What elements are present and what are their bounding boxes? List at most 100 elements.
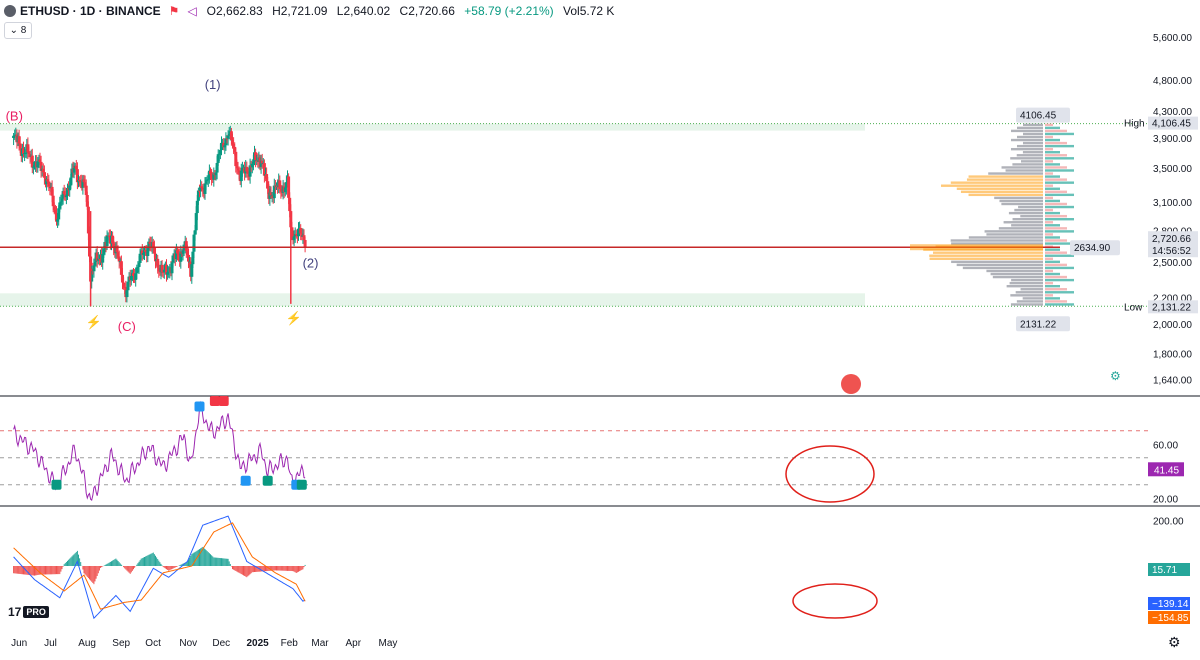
candle-body (171, 258, 175, 263)
volume-profile-delta-bar (1045, 126, 1060, 130)
x-tick-label: Feb (281, 638, 299, 649)
volume-profile-delta-bar (1045, 269, 1053, 273)
candle-body (135, 267, 139, 274)
candle-body (138, 253, 142, 263)
candle-body (62, 191, 66, 195)
volume-profile-bar (968, 175, 1043, 178)
candle-body (121, 274, 124, 283)
candle-body (170, 262, 174, 274)
candle-body (134, 273, 138, 280)
volume-profile-delta-bar (1045, 251, 1067, 254)
volume-profile-delta-bar (1045, 151, 1060, 154)
x-tick-label: May (379, 638, 398, 649)
candle-body (187, 254, 190, 262)
logo-text: 17 (8, 605, 22, 619)
high-text: High (1124, 119, 1145, 130)
y-tick-label: 2,500.00 (1153, 258, 1192, 269)
candle-body (236, 168, 240, 171)
candle-body (92, 265, 96, 272)
candle-body (184, 241, 188, 251)
candle-body (144, 250, 148, 252)
signal-value-label: −154.85 (1152, 613, 1189, 624)
wave-icon[interactable]: ◁ (187, 4, 197, 18)
candle-body (165, 264, 168, 275)
candle-body (66, 187, 69, 196)
gear-small-icon: ⚙ (1110, 369, 1121, 383)
candle-body (72, 168, 76, 173)
candle-body (266, 181, 270, 189)
volume-profile-delta-bar (1045, 227, 1067, 230)
candle-body (41, 168, 45, 173)
candle-body (191, 251, 195, 265)
candle-body (204, 181, 208, 184)
candle-body (47, 181, 51, 187)
volume-profile-bar (956, 187, 1043, 190)
volume-profile-delta-bar (1045, 239, 1067, 242)
candle-body (152, 246, 156, 254)
volume-profile-bar (1010, 157, 1043, 160)
candle-body (174, 250, 178, 260)
volume-profile-delta-bar (1045, 166, 1067, 169)
volume-profile-bar (1022, 141, 1043, 145)
candle-body (17, 136, 21, 144)
volume-profile-delta-bar (1045, 263, 1067, 267)
candle-body (195, 200, 199, 214)
high-zone-band (0, 123, 865, 131)
high-value-label: 4,106.45 (1152, 119, 1191, 130)
indicator-toggle[interactable]: ⌄ 8 (4, 22, 32, 39)
candle-body (179, 251, 183, 262)
gear-icon[interactable]: ⚙ (1168, 634, 1181, 650)
profile-poc-box (1070, 240, 1120, 256)
countdown-label: 14:56:52 (1152, 246, 1191, 257)
candle-body (85, 195, 89, 207)
close-value: C2,720.66 (399, 4, 455, 18)
low-value: L2,640.02 (336, 4, 391, 18)
symbol-label[interactable]: ETHUSD · 1D · BINANCE (20, 4, 161, 18)
candle-body (60, 198, 64, 202)
candle-body (39, 161, 43, 171)
volume-profile-delta-bar (1045, 214, 1067, 218)
candle-body (198, 190, 201, 192)
candle-body (177, 253, 181, 256)
volume-profile-bar (1009, 281, 1043, 285)
candle-body (239, 170, 243, 182)
flag-icon[interactable]: ⚑ (168, 4, 180, 18)
candle-body (140, 250, 144, 255)
volume-profile-delta-bar (1045, 138, 1060, 142)
volume-profile-bar (1011, 129, 1043, 133)
profile-top-box (1016, 107, 1070, 123)
volume-profile-delta-bar (1045, 284, 1060, 288)
volume-profile-bar (1010, 138, 1043, 142)
candle-body (251, 161, 255, 164)
volume-profile-bar (1016, 300, 1043, 303)
candle-body (86, 206, 90, 234)
volume-profile-bar (1016, 154, 1043, 157)
volume-profile-bar (929, 257, 1043, 260)
candle-body (42, 172, 46, 178)
candle-body (231, 139, 234, 144)
candle-body (122, 282, 126, 287)
candle-body (45, 179, 49, 185)
candle-body (292, 236, 296, 241)
x-tick-label: Sep (112, 638, 130, 649)
candle-body (36, 161, 40, 168)
volume-profile-delta-bar (1045, 281, 1053, 285)
x-tick-label: Oct (145, 638, 161, 649)
volume-profile-bar (1005, 169, 1043, 172)
candle-body (265, 174, 269, 182)
tradingview-logo: 17 PRO (8, 605, 49, 619)
candle-body (88, 233, 91, 257)
volume-profile-delta-bar (1045, 230, 1074, 233)
volume-profile-bar (1023, 123, 1043, 127)
candle-body (96, 258, 100, 261)
candle-body (119, 261, 123, 275)
volume-profile-bar (1012, 163, 1043, 166)
candle-body (259, 160, 263, 167)
candle-body (233, 146, 237, 152)
high-value: H2,721.09 (272, 4, 328, 18)
candle-body (125, 290, 129, 298)
candle-body (193, 230, 197, 235)
candle-body (51, 195, 55, 207)
rsi-line (13, 400, 306, 501)
